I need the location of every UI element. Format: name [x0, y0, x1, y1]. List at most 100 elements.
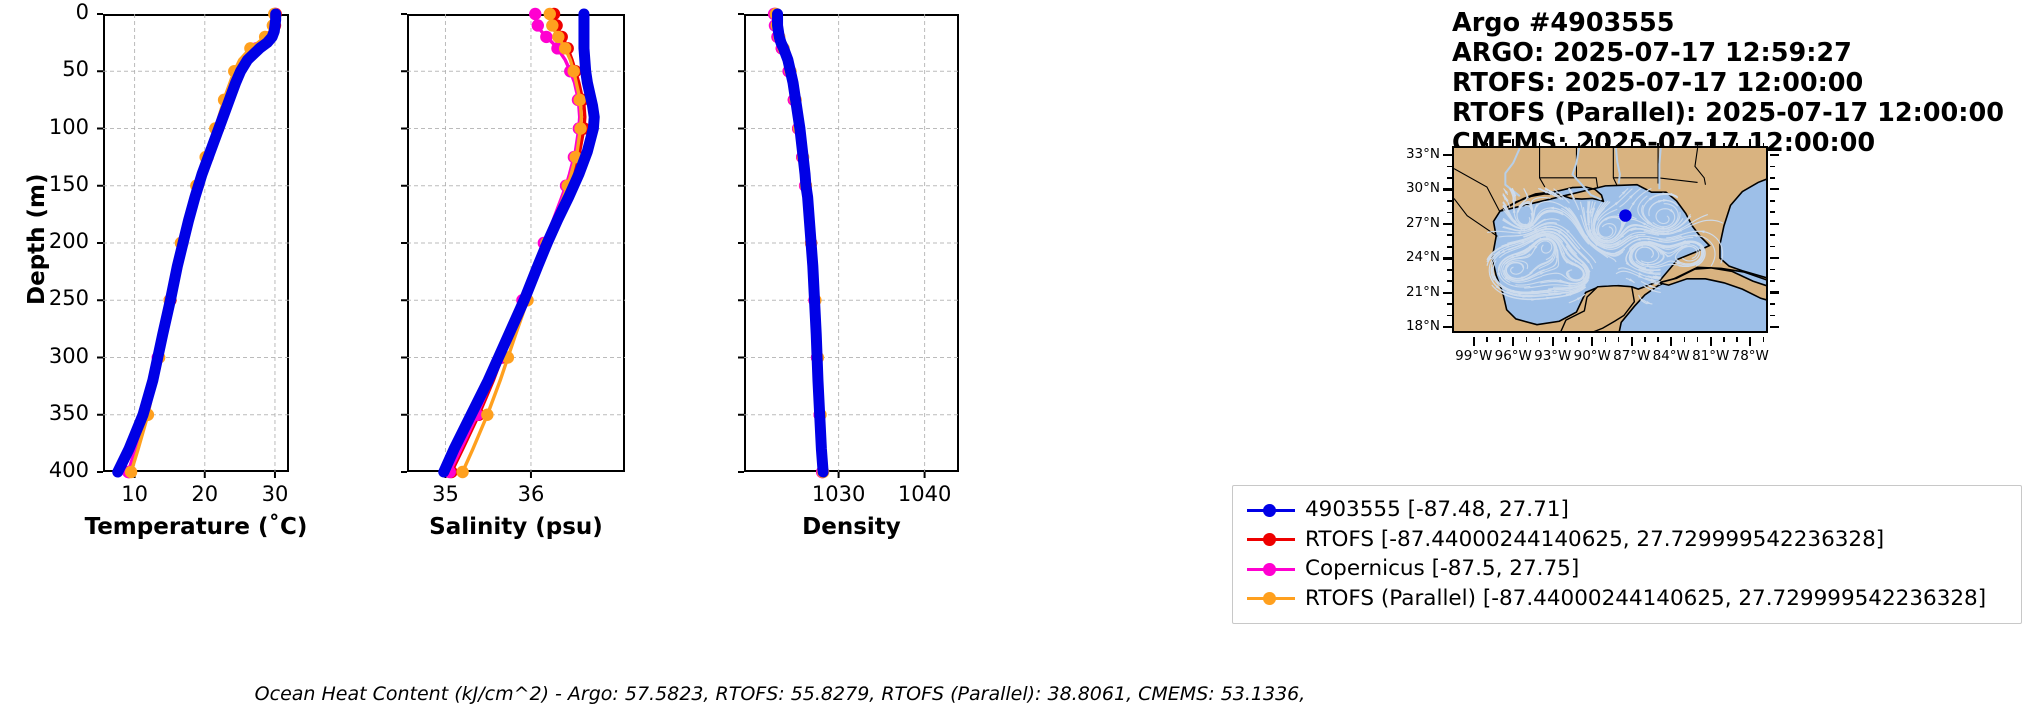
- map-lon-tick-5: [1670, 337, 1673, 346]
- salinity-xtick-35: 35: [432, 482, 459, 506]
- map-lon-minortick: [1604, 337, 1607, 342]
- density-series-3: [769, 7, 830, 479]
- ocean-current-streamlines: [1486, 187, 1724, 305]
- legend-dot-swatch: [1263, 562, 1276, 576]
- map-lat-righttick-0: [1770, 153, 1779, 157]
- density-xtick-1040: 1040: [897, 482, 952, 506]
- map-lat-rightminortick: [1770, 314, 1775, 317]
- map-lon-minortick: [1525, 337, 1528, 342]
- density-tick-marks: [738, 13, 926, 478]
- temperature-tick-marks: [97, 13, 276, 478]
- depth-axis-label: Depth (m): [24, 173, 50, 305]
- salinity-axes-frame: [407, 14, 625, 472]
- temperature-xtick-30: 30: [261, 482, 289, 506]
- depth-ytick-50: 50: [62, 57, 89, 82]
- map-lon-label-5: 84°W: [1652, 348, 1690, 364]
- temperature-series-3: [124, 7, 281, 479]
- map-lat-label-1: 30°N: [1405, 180, 1440, 197]
- map-lon-minortick: [1538, 337, 1541, 342]
- map-lon-toptick-7: [1749, 139, 1752, 148]
- map-lat-rightminortick: [1770, 177, 1775, 179]
- argo-float-marker: [1619, 209, 1632, 222]
- map-lon-topminortick: [1723, 143, 1725, 148]
- map-lon-label-0: 99°W: [1455, 348, 1493, 364]
- salinity-series-3: [456, 7, 587, 479]
- map-lon-label-6: 81°W: [1692, 348, 1730, 364]
- legend-item-1[interactable]: RTOFS [-87.44000244140625, 27.7299995422…: [1245, 525, 2009, 555]
- depth-ytick-350: 350: [48, 400, 89, 425]
- legend-dot-swatch: [1263, 592, 1276, 606]
- map-lon-tick-3: [1591, 337, 1594, 346]
- map-lon-toptick-0: [1472, 139, 1475, 148]
- map-lat-tick-1: [1443, 188, 1452, 191]
- legend-dot-swatch: [1263, 503, 1276, 517]
- map-lat-tick-2: [1443, 222, 1452, 226]
- map-lat-tick-4: [1443, 291, 1452, 294]
- map-lat-rightminortick: [1770, 280, 1775, 282]
- legend: 4903555 [-87.48, 27.71] RTOFS [-87.440002…: [1232, 485, 2022, 624]
- map-lon-tick-7: [1749, 337, 1752, 346]
- map-lat-minortick-20: [1447, 303, 1452, 305]
- map-lon-toptick-6: [1709, 139, 1712, 148]
- map-lon-topminortick: [1736, 143, 1738, 148]
- map-lon-minortick: [1578, 337, 1580, 342]
- map-lat-tick-5: [1443, 325, 1452, 329]
- map-lon-topminortick: [1565, 143, 1567, 148]
- temperature-gridlines: [103, 14, 289, 472]
- salinity-xtick-36: 36: [517, 482, 545, 506]
- map-lon-tick-0: [1472, 337, 1475, 346]
- map-lon-topminortick: [1578, 143, 1580, 148]
- map-lon-label-2: 93°W: [1534, 348, 1572, 364]
- depth-ytick-200: 200: [48, 229, 89, 253]
- map-canvas: [1454, 148, 1766, 331]
- map-lat-label-3: 24°N: [1405, 249, 1440, 266]
- depth-ytick-150: 150: [48, 171, 89, 196]
- legend-item-0[interactable]: 4903555 [-87.48, 27.71]: [1245, 495, 2009, 525]
- temperature-series-2: [122, 7, 282, 479]
- map-lat-righttick-4: [1770, 291, 1779, 294]
- map-lon-tick-6: [1709, 337, 1712, 346]
- metadata-header: Argo #4903555 ARGO: 2025-07-17 12:59:27 …: [1452, 8, 2004, 158]
- map-lat-minortick-23: [1447, 268, 1452, 271]
- salinity-tick-marks: [401, 13, 532, 478]
- legend-marker-icon-0: [1245, 500, 1297, 520]
- map-lon-minortick: [1696, 337, 1699, 342]
- depth-ytick-250: 250: [48, 286, 89, 311]
- map-lon-minortick: [1723, 337, 1725, 342]
- legend-label-3: RTOFS (Parallel) [-87.44000244140625, 27…: [1305, 585, 1987, 611]
- temperature-axis-label: Temperature (˚C): [84, 514, 308, 540]
- legend-marker-icon-3: [1245, 588, 1297, 608]
- map-lon-minortick: [1486, 337, 1488, 342]
- map-lon-topminortick: [1486, 143, 1488, 148]
- header-line-rtofs-parallel-time: RTOFS (Parallel): 2025-07-17 12:00:00: [1452, 98, 2004, 128]
- map-lon-minortick: [1762, 337, 1765, 342]
- map-lon-minortick: [1565, 337, 1567, 342]
- map-lat-righttick-5: [1770, 325, 1779, 329]
- map-lon-minortick: [1657, 337, 1659, 342]
- legend-dot-swatch: [1263, 533, 1276, 547]
- map-lon-minortick: [1736, 337, 1738, 342]
- map-lat-righttick-3: [1770, 256, 1779, 260]
- map-lon-tick-1: [1512, 337, 1515, 346]
- legend-item-2[interactable]: Copernicus [-87.5, 27.75]: [1245, 554, 2009, 584]
- map-lat-rightminortick: [1770, 268, 1775, 271]
- density-axis-label: Density: [802, 514, 901, 540]
- map-lat-minortick-28: [1447, 211, 1452, 214]
- map-lat-rightminortick: [1770, 199, 1775, 202]
- ocean-heat-content-caption: Ocean Heat Content (kJ/cm^2) - Argo: 57.…: [254, 683, 1306, 705]
- map-lon-topminortick: [1657, 143, 1659, 148]
- legend-item-3[interactable]: RTOFS (Parallel) [-87.44000244140625, 27…: [1245, 584, 2009, 614]
- map-lon-toptick-2: [1551, 139, 1554, 148]
- depth-ytick-300: 300: [48, 343, 89, 368]
- temperature-xtick-10: 10: [121, 482, 148, 506]
- salinity-series-0: [438, 8, 600, 478]
- map-lat-label-5: 18°N: [1405, 317, 1440, 334]
- map-lat-rightminortick: [1770, 245, 1775, 248]
- map-lat-rightminortick: [1770, 211, 1775, 214]
- density-axes-frame: [744, 14, 959, 472]
- map-lat-minortick-31: [1447, 177, 1452, 179]
- map-lon-toptick-1: [1512, 139, 1515, 148]
- map-lat-minortick-19: [1447, 314, 1452, 317]
- map-lon-topminortick: [1617, 143, 1620, 148]
- map-lat-righttick-1: [1770, 188, 1779, 191]
